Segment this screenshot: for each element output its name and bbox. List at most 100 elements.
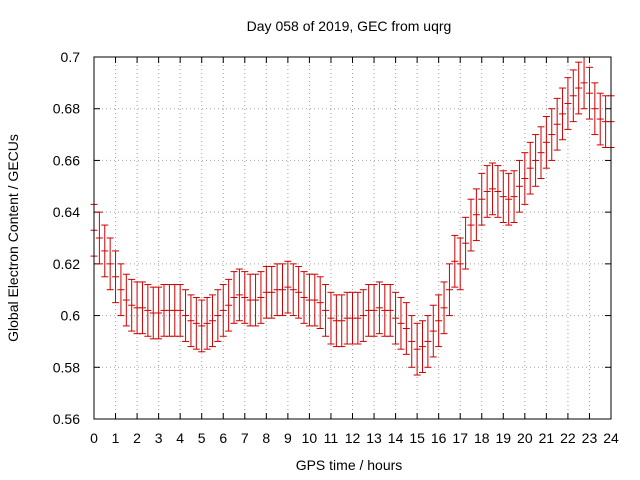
x-tick-label: 19 [496, 430, 512, 446]
x-tick-label: 11 [324, 430, 339, 446]
error-bar [95, 211, 103, 265]
error-bar [483, 165, 491, 218]
error-bar [278, 263, 286, 317]
error-bar [575, 61, 583, 115]
error-bar [585, 66, 593, 120]
error-bar [257, 271, 265, 324]
error-bar [359, 289, 367, 342]
error-bar [225, 278, 233, 332]
error-bar [370, 284, 378, 337]
error-bar [591, 82, 599, 136]
error-bar [322, 284, 330, 337]
error-bar [456, 237, 464, 291]
error-bar [230, 271, 238, 324]
error-bar [542, 115, 550, 169]
error-bar [424, 315, 432, 368]
x-tick-label: 4 [176, 430, 184, 446]
x-tick-label: 21 [539, 430, 555, 446]
x-tick-label: 20 [517, 430, 533, 446]
error-bar [354, 291, 362, 345]
error-bar [451, 234, 459, 288]
x-tick-label: 2 [133, 430, 141, 446]
error-bar [128, 278, 136, 332]
error-bar [532, 134, 540, 187]
y-tick-labels: 0.56 0.58 0.6 0.62 0.64 0.66 0.68 0.7 [53, 49, 80, 427]
y-tick-label: 0.58 [53, 359, 80, 375]
error-bar [429, 304, 437, 358]
error-bar [198, 299, 206, 353]
y-tick-label: 0.68 [53, 101, 80, 117]
error-bar [564, 77, 572, 130]
x-tick-label: 7 [241, 430, 249, 446]
error-bar [526, 141, 534, 195]
x-tick-label: 17 [452, 430, 468, 446]
error-bar [117, 263, 125, 317]
y-axis-label: Global Electron Content / GECUs [5, 134, 21, 342]
error-bar [187, 294, 195, 348]
x-axis-label: GPS time / hours [296, 457, 403, 473]
error-bar [548, 108, 556, 161]
error-bar [478, 172, 486, 226]
error-bar [386, 284, 394, 337]
x-tick-label: 22 [560, 430, 576, 446]
y-tick-label: 0.66 [53, 152, 80, 168]
x-tick-label: 8 [262, 430, 270, 446]
error-bar [252, 273, 260, 327]
error-bar [311, 273, 319, 327]
error-bar [106, 237, 114, 291]
error-bar [284, 260, 292, 314]
error-bar [419, 320, 427, 373]
error-bar [521, 152, 529, 205]
x-tick-label: 13 [366, 430, 382, 446]
x-tick-label: 1 [112, 430, 120, 446]
error-bar [467, 198, 475, 252]
x-tick-label: 6 [219, 430, 227, 446]
error-bar [192, 296, 200, 350]
x-tick-label: 9 [284, 430, 292, 446]
error-bar [289, 263, 297, 317]
error-bar [494, 165, 502, 218]
error-bar [176, 284, 184, 337]
y-tick-label: 0.64 [53, 204, 80, 220]
x-tick-label: 18 [474, 430, 490, 446]
x-tick-label: 23 [582, 430, 598, 446]
error-bar [489, 162, 497, 216]
x-tick-labels: 0 1 2 3 4 5 6 7 8 9 10 11 12 13 14 15 16 17 18 19 20 21 22 23 24 [90, 430, 619, 446]
error-bar [241, 271, 249, 324]
x-tick-label: 16 [431, 430, 447, 446]
x-tick-label: 10 [302, 430, 318, 446]
error-bar [300, 271, 308, 324]
x-tick-label: 14 [388, 430, 404, 446]
error-bar [402, 302, 410, 355]
x-tick-label: 15 [409, 430, 425, 446]
x-tick-label: 0 [90, 430, 98, 446]
error-bar [462, 216, 470, 270]
error-bar [596, 92, 604, 146]
error-bar [101, 224, 109, 278]
error-bar [510, 170, 518, 223]
error-bar [122, 273, 130, 327]
error-bar [435, 294, 443, 348]
error-bar [144, 284, 152, 337]
x-tick-label: 12 [345, 430, 361, 446]
y-tick-label: 0.6 [61, 308, 81, 324]
error-bar [208, 294, 216, 348]
chart-title: Day 058 of 2019, GEC from uqrg [247, 18, 452, 34]
axis-ticks [93, 56, 612, 420]
x-tick-label: 24 [603, 430, 619, 446]
error-bar [138, 281, 146, 335]
y-tick-label: 0.56 [53, 411, 80, 427]
error-bar [499, 170, 507, 223]
error-bar [182, 289, 190, 342]
error-bar [214, 289, 222, 342]
error-bar [505, 172, 513, 226]
error-bar [219, 284, 227, 337]
error-bar [235, 268, 243, 322]
error-bar [445, 263, 453, 317]
error-bar [553, 97, 561, 151]
error-bar [569, 69, 577, 123]
data-series [90, 56, 615, 376]
error-bar [203, 296, 211, 350]
